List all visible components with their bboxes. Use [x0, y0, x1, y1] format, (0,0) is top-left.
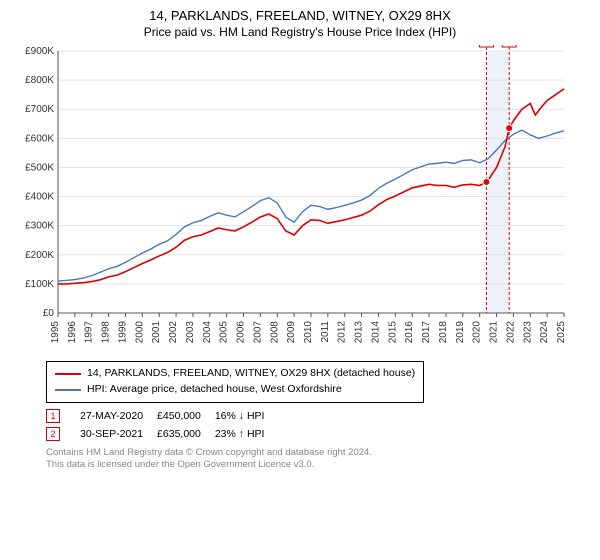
svg-text:1995: 1995 [50, 321, 61, 344]
svg-text:2017: 2017 [421, 321, 432, 344]
svg-text:2020: 2020 [472, 321, 483, 344]
svg-text:2: 2 [507, 45, 512, 46]
svg-text:1997: 1997 [84, 321, 95, 344]
svg-text:2004: 2004 [202, 321, 213, 344]
svg-text:2008: 2008 [269, 321, 280, 344]
event-marker: 2 [46, 427, 60, 441]
svg-text:£0: £0 [43, 308, 55, 319]
svg-text:2002: 2002 [168, 321, 179, 344]
svg-text:1996: 1996 [67, 321, 78, 344]
svg-text:2014: 2014 [370, 321, 381, 344]
events-table: 1 27-MAY-2020£450,00016% ↓ HPI 2 30-SEP-202… [46, 407, 588, 443]
svg-text:2007: 2007 [252, 321, 263, 344]
svg-text:2000: 2000 [134, 321, 145, 344]
svg-text:2021: 2021 [489, 321, 500, 344]
price-chart: £0 £100K £200K £300K £400K £500K £600K £700K £80… [12, 45, 572, 355]
svg-text:2024: 2024 [539, 321, 550, 344]
chart-area: £0 £100K £200K £300K £400K £500K £600K £700K £80… [12, 45, 588, 355]
svg-text:2001: 2001 [151, 321, 162, 344]
legend-label: HPI: Average price, detached house, West… [87, 382, 342, 398]
svg-text:2005: 2005 [219, 321, 230, 344]
svg-text:£800K: £800K [25, 75, 54, 86]
event-date: 30-SEP-2021 [80, 425, 157, 443]
svg-text:£200K: £200K [25, 250, 54, 261]
chart-subtitle: Price paid vs. HM Land Registry's House … [12, 25, 588, 39]
svg-text:1998: 1998 [101, 321, 112, 344]
footer-line-1: Contains HM Land Registry data © Crown c… [46, 447, 588, 459]
svg-text:£100K: £100K [25, 279, 54, 290]
legend-label: 14, PARKLANDS, FREELAND, WITNEY, OX29 8H… [87, 366, 415, 382]
svg-text:2010: 2010 [303, 321, 314, 344]
event-delta: 23% ↑ HPI [215, 425, 279, 443]
svg-text:2016: 2016 [404, 321, 415, 344]
svg-text:2018: 2018 [438, 321, 449, 344]
footer-attribution: Contains HM Land Registry data © Crown c… [46, 447, 588, 472]
svg-text:2006: 2006 [236, 321, 247, 344]
event-delta: 16% ↓ HPI [215, 407, 279, 425]
svg-text:£600K: £600K [25, 133, 54, 144]
chart-title: 14, PARKLANDS, FREELAND, WITNEY, OX29 8H… [12, 8, 588, 23]
legend-swatch [55, 373, 81, 375]
event-marker: 1 [46, 409, 60, 423]
svg-text:2003: 2003 [185, 321, 196, 344]
event-price: £635,000 [157, 425, 215, 443]
svg-text:1: 1 [484, 45, 489, 46]
event-row: 2 30-SEP-2021£635,00023% ↑ HPI [46, 425, 278, 443]
svg-text:£700K: £700K [25, 104, 54, 115]
svg-text:1999: 1999 [117, 321, 128, 344]
svg-text:2025: 2025 [556, 321, 567, 344]
legend-row: 14, PARKLANDS, FREELAND, WITNEY, OX29 8H… [55, 366, 415, 382]
svg-text:2012: 2012 [337, 321, 348, 344]
svg-text:£500K: £500K [25, 162, 54, 173]
svg-text:£900K: £900K [25, 46, 54, 57]
event-date: 27-MAY-2020 [80, 407, 157, 425]
footer-line-2: This data is licensed under the Open Gov… [46, 459, 588, 471]
svg-text:2015: 2015 [387, 321, 398, 344]
legend: 14, PARKLANDS, FREELAND, WITNEY, OX29 8H… [46, 361, 424, 403]
legend-row: HPI: Average price, detached house, West… [55, 382, 415, 398]
svg-text:£300K: £300K [25, 221, 54, 232]
svg-text:2022: 2022 [505, 321, 516, 344]
svg-text:£400K: £400K [25, 192, 54, 203]
chart-container: 14, PARKLANDS, FREELAND, WITNEY, OX29 8H… [0, 0, 600, 477]
svg-text:2019: 2019 [455, 321, 466, 344]
svg-text:2009: 2009 [286, 321, 297, 344]
svg-text:2013: 2013 [354, 321, 365, 344]
svg-text:2011: 2011 [320, 321, 331, 343]
event-price: £450,000 [157, 407, 215, 425]
legend-swatch [55, 389, 81, 391]
svg-text:2023: 2023 [522, 321, 533, 344]
event-row: 1 27-MAY-2020£450,00016% ↓ HPI [46, 407, 278, 425]
